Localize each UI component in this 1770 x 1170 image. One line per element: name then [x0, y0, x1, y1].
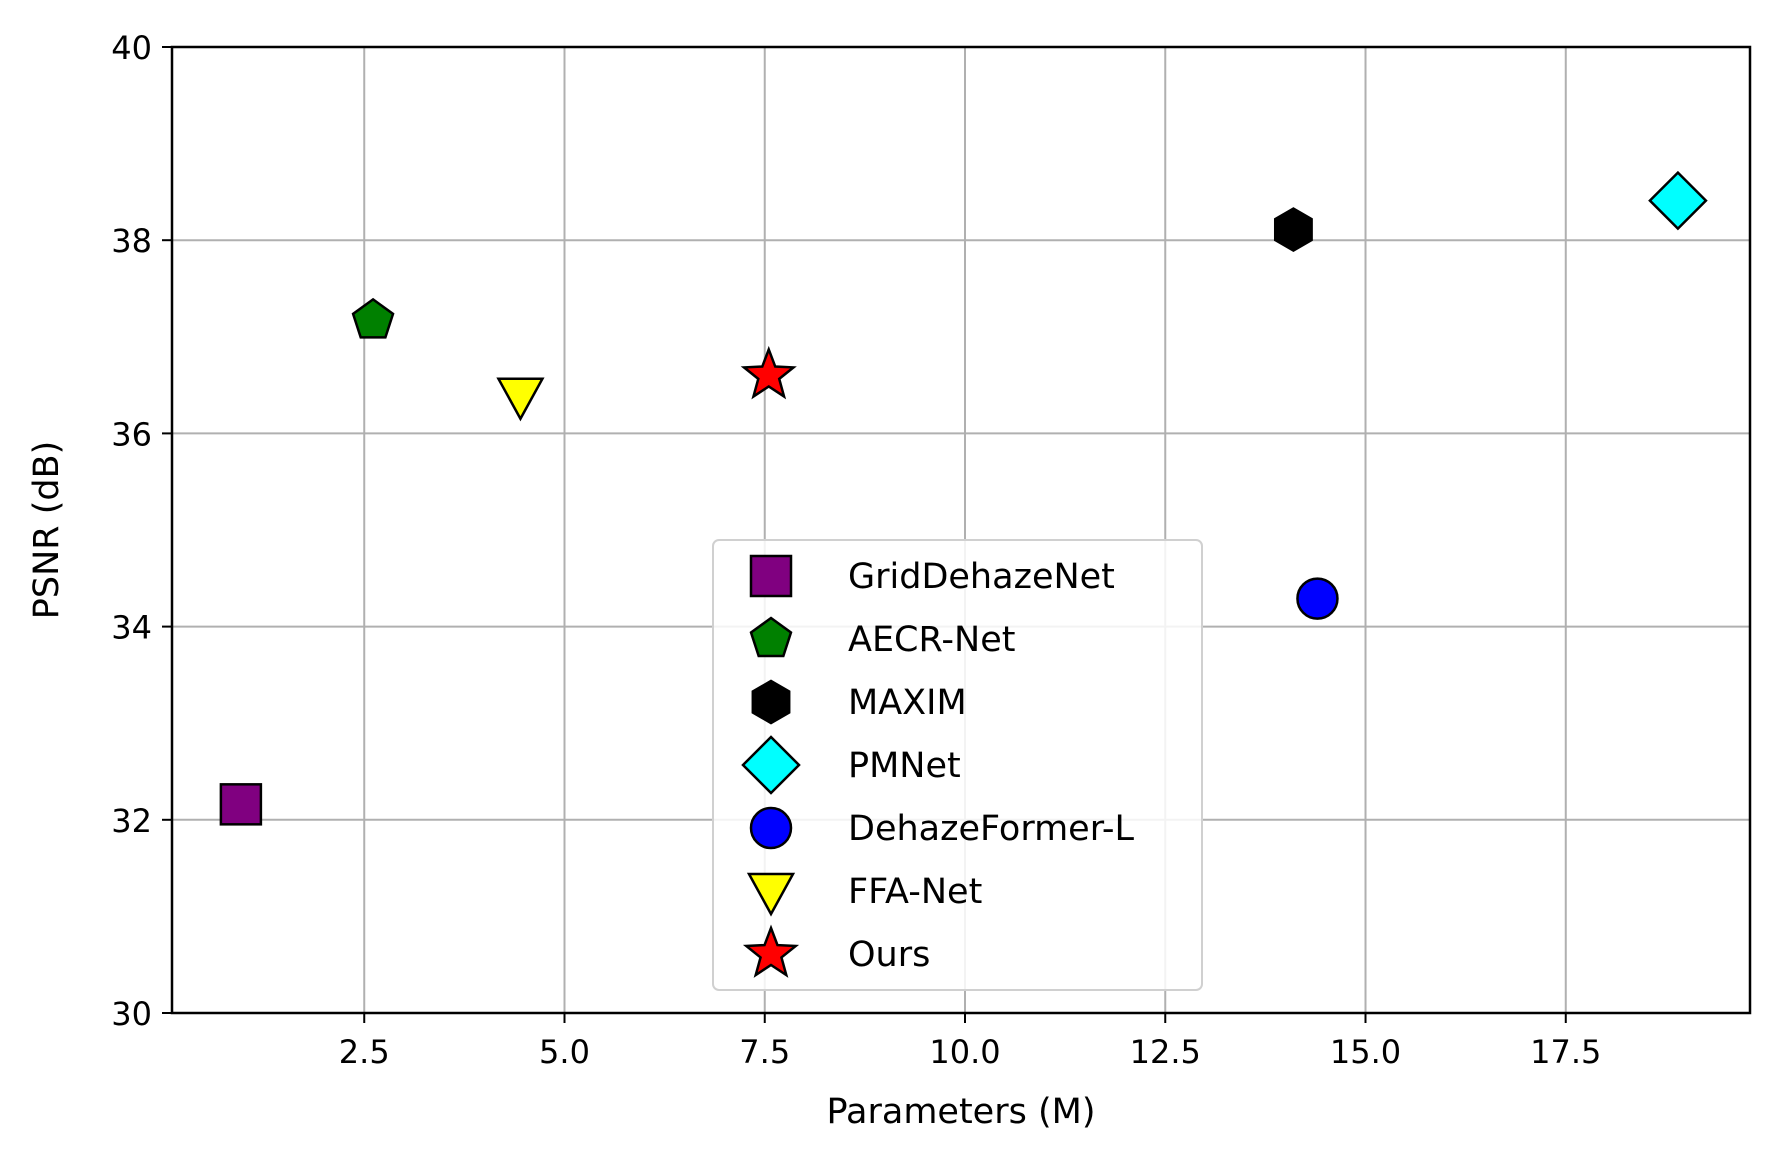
- legend: GridDehazeNet AECR-Net MAXIM PMNet DehazeFor…: [712, 539, 1203, 991]
- y-tick-label: 30: [111, 995, 152, 1033]
- legend-marker-dehazeformer-l: [749, 806, 793, 850]
- x-tick-label: 10.0: [929, 1033, 1000, 1071]
- y-tick-label: 40: [111, 29, 152, 67]
- data-point-pmnet: [1648, 170, 1708, 231]
- legend-marker-ours: [742, 924, 800, 978]
- legend-marker-griddehazenet: [749, 554, 793, 598]
- plot-frame: [170, 45, 1752, 1015]
- x-tick-label: 15.0: [1330, 1033, 1401, 1071]
- x-tick-label: 7.5: [739, 1033, 790, 1071]
- y-axis-label: PSNR (dB): [27, 441, 67, 620]
- legend-label-griddehazenet: GridDehazeNet: [848, 557, 1115, 597]
- legend-box: [712, 539, 1203, 991]
- data-point-ffa-net: [496, 377, 545, 422]
- legend-marker-ffa-net: [746, 872, 796, 917]
- data-point-aecr-net: [351, 297, 395, 339]
- legend-marker-maxim: [751, 679, 791, 725]
- x-tick-label: 2.5: [339, 1033, 390, 1071]
- legend-label-pmnet: PMNet: [848, 746, 961, 786]
- legend-label-ours: Ours: [848, 935, 930, 975]
- axis-ticks: 2.5 5.0 7.5 10.0 12.5 15.0 17.5 30 32 34 36 38 40: [111, 29, 1601, 1071]
- x-tick-label: 5.0: [539, 1033, 590, 1071]
- legend-label-maxim: MAXIM: [848, 683, 967, 723]
- legend-label-dehazeformer-l: DehazeFormer-L: [848, 809, 1134, 849]
- x-axis-label: Parameters (M): [827, 1092, 1096, 1132]
- data-point-ours: [740, 345, 797, 400]
- legend-label-ffa-net: FFA-Net: [848, 872, 982, 912]
- y-tick-label: 38: [111, 222, 152, 260]
- legend-label-aecr-net: AECR-Net: [848, 620, 1015, 660]
- x-tick-label: 17.5: [1530, 1033, 1601, 1071]
- legend-marker-aecr-net: [749, 616, 793, 658]
- y-tick-label: 32: [111, 802, 152, 840]
- y-tick-label: 36: [111, 415, 152, 453]
- data-point-maxim: [1273, 207, 1313, 253]
- x-tick-label: 12.5: [1130, 1033, 1201, 1071]
- data-point-dehazeformer-l: [1296, 577, 1339, 620]
- data-points: [219, 170, 1708, 826]
- data-point-griddehazenet: [219, 783, 263, 826]
- legend-marker-pmnet: [741, 735, 801, 795]
- y-tick-label: 34: [111, 609, 152, 647]
